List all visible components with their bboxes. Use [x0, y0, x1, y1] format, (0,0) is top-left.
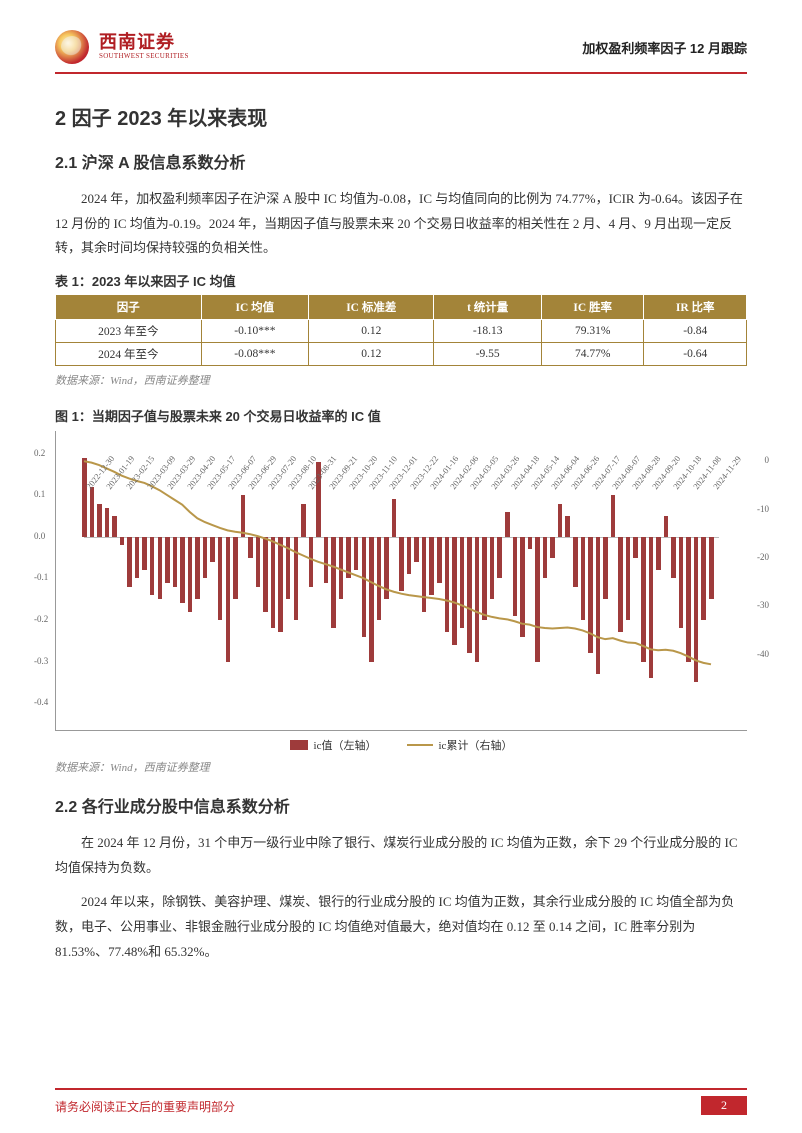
table-header-cell: IC 均值 [201, 295, 309, 320]
figure-1-legend: ic值（左轴） ic累计（右轴） [55, 737, 747, 753]
legend-line-icon [407, 744, 433, 746]
table-1-source: 数据来源：Wind，西南证券整理 [55, 372, 747, 388]
table-cell: 0.12 [309, 343, 434, 366]
section-2-1-paragraph: 2024 年，加权盈利频率因子在沪深 A 股中 IC 均值为-0.08，IC 与… [55, 187, 747, 261]
legend-line-label: ic累计（右轴） [439, 737, 513, 753]
brand-logo-block: 西南证券 SOUTHWEST SECURITIES [55, 30, 189, 64]
footer-page-number: 2 [701, 1096, 747, 1115]
table-header-cell: IC 胜率 [541, 295, 643, 320]
table-cell: -9.55 [434, 343, 542, 366]
table-1-title: 表 1：2023 年以来因子 IC 均值 [55, 271, 747, 290]
table-cell: 2024 年至今 [56, 343, 202, 366]
brand-name-cn: 西南证券 [99, 33, 189, 53]
figure-1-source: 数据来源：Wind，西南证券整理 [55, 759, 747, 775]
page-footer: 请务必阅读正文后的重要声明部分 2 [55, 1088, 747, 1115]
table-cell: -0.64 [644, 343, 747, 366]
table-cell: 0.12 [309, 320, 434, 343]
brand-name-en: SOUTHWEST SECURITIES [99, 53, 189, 61]
table-cell: -0.10*** [201, 320, 309, 343]
footer-disclaimer: 请务必阅读正文后的重要声明部分 [55, 1098, 235, 1115]
table-header-cell: IC 标准差 [309, 295, 434, 320]
section-2-heading: 2 因子 2023 年以来表现 [55, 102, 747, 131]
figure-1-title: 图 1：当期因子值与股票未来 20 个交易日收益率的 IC 值 [55, 406, 747, 425]
section-2-2-paragraph-2: 2024 年以来，除钢铁、美容护理、煤炭、银行的行业成分股的 IC 均值为正数，… [55, 890, 747, 964]
legend-bar-icon [290, 740, 308, 750]
section-2-1-heading: 2.1 沪深 A 股信息系数分析 [55, 149, 747, 173]
table-cell: 2023 年至今 [56, 320, 202, 343]
table-header-cell: t 统计量 [434, 295, 542, 320]
brand-logo-icon [55, 30, 89, 64]
page-header: 西南证券 SOUTHWEST SECURITIES 加权盈利频率因子 12 月跟… [55, 30, 747, 74]
table-cell: 79.31% [541, 320, 643, 343]
header-doc-title: 加权盈利频率因子 12 月跟踪 [582, 38, 747, 57]
table-cell: -18.13 [434, 320, 542, 343]
section-2-2-paragraph-1: 在 2024 年 12 月份，31 个申万一级行业中除了银行、煤炭行业成分股的 … [55, 831, 747, 880]
section-2-2-heading: 2.2 各行业成分股中信息系数分析 [55, 793, 747, 817]
table-cell: -0.84 [644, 320, 747, 343]
table-cell: 74.77% [541, 343, 643, 366]
table-header-cell: 因子 [56, 295, 202, 320]
figure-1-chart: -0.4-0.3-0.2-0.10.00.10.20-10-20-30-4020… [55, 431, 747, 731]
table-1: 因子IC 均值IC 标准差t 统计量IC 胜率IR 比率 2023 年至今-0.… [55, 294, 747, 366]
legend-bar-label: ic值（左轴） [314, 737, 377, 753]
table-header-cell: IR 比率 [644, 295, 747, 320]
table-cell: -0.08*** [201, 343, 309, 366]
